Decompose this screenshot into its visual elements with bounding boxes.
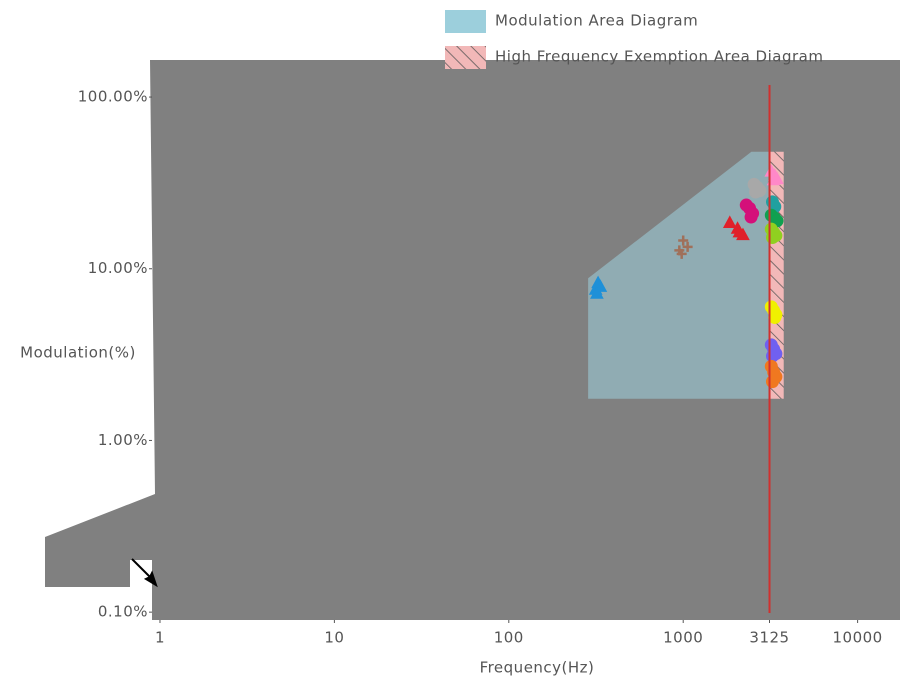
point (744, 210, 758, 224)
y-tick-label: 1.00% (98, 431, 148, 449)
x-tick-label: 1 (155, 629, 165, 647)
y-axis-label: Modulation(%) (20, 344, 136, 362)
x-tick-label: 3125 (749, 629, 789, 647)
x-axis-label: Frequency(Hz) (480, 659, 595, 677)
legend-label: High Frequency Exemption Area Diagram (495, 48, 823, 66)
point (768, 311, 782, 325)
point (766, 172, 781, 186)
legend-label: Modulation Area Diagram (495, 12, 698, 30)
x-tick-label: 100 (494, 629, 524, 647)
area (588, 151, 770, 399)
point (678, 235, 689, 246)
point (682, 241, 693, 252)
y-tick-label: 10.00% (88, 259, 148, 277)
legend-swatch (445, 10, 486, 33)
cursor-box (130, 560, 152, 587)
point (590, 286, 604, 299)
x-tick-label: 10 (324, 629, 344, 647)
x-tick-label: 10000 (833, 629, 883, 647)
y-tick-label: 100.00% (78, 88, 148, 106)
point (765, 231, 779, 245)
plot-background (45, 60, 900, 620)
point (749, 185, 763, 199)
y-tick-label: 0.10% (98, 603, 148, 621)
legend-swatch (445, 46, 486, 69)
point (765, 375, 779, 389)
x-tick-label: 1000 (663, 629, 703, 647)
point (722, 215, 737, 228)
point (732, 224, 747, 238)
point (676, 248, 687, 259)
cursor-arrow (131, 558, 158, 588)
